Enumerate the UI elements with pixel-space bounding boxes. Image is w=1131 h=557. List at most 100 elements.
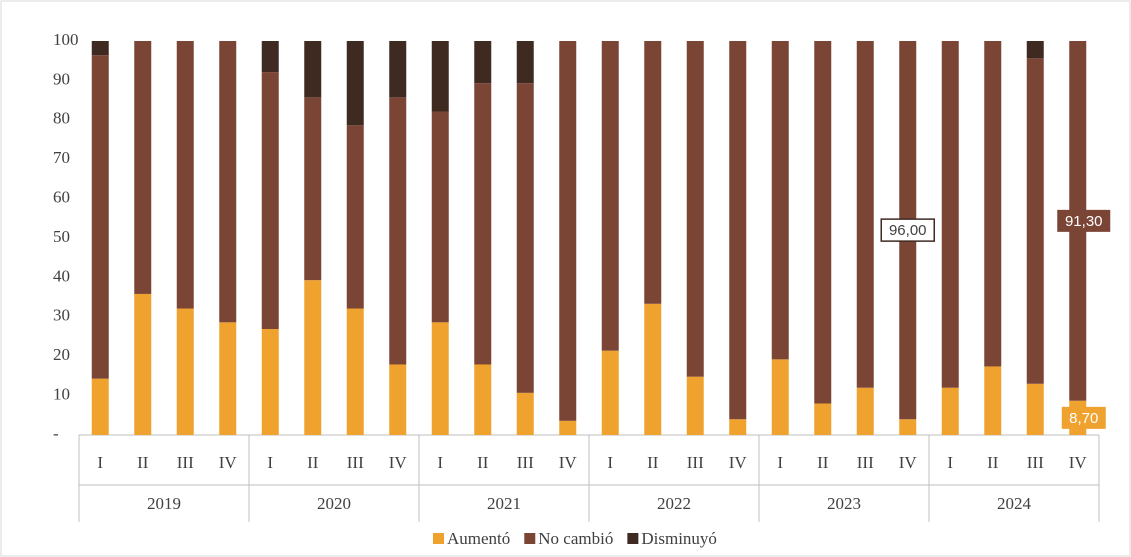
legend-label: No cambió [538, 529, 613, 548]
bar-segment [686, 376, 704, 435]
bar-segment [856, 41, 874, 388]
bar-segment [304, 97, 322, 281]
bar-segment [91, 55, 109, 379]
x-tick-label: II [817, 453, 829, 472]
legend-swatch [524, 533, 536, 544]
group-label: 2019 [147, 494, 181, 513]
bar-segment [261, 41, 279, 73]
bar-segment [601, 41, 619, 351]
x-tick-label: IV [729, 453, 748, 472]
bar-segment [559, 420, 577, 435]
x-tick-label: I [437, 453, 443, 472]
bar-segment [474, 41, 492, 84]
x-tick-label: II [647, 453, 659, 472]
bar-segment [644, 303, 662, 435]
legend-swatch [433, 533, 444, 544]
x-tick-label: I [777, 453, 783, 472]
x-tick-label: I [97, 453, 103, 472]
bar-segment [729, 41, 747, 420]
y-tick-label: 10 [53, 385, 70, 404]
bar-segment [814, 41, 832, 404]
bar-segment [389, 41, 407, 98]
bar-segment [559, 41, 577, 421]
bar-segment [261, 329, 279, 435]
data-label-box [1061, 406, 1106, 429]
x-tick-label: III [857, 453, 874, 472]
bar-segment [1026, 383, 1044, 435]
x-tick-label: II [987, 453, 999, 472]
x-tick-label: II [307, 453, 319, 472]
x-tick-label: IV [899, 453, 918, 472]
group-label: 2024 [997, 494, 1032, 513]
bar-segment [941, 387, 959, 435]
bar-segment [814, 403, 832, 435]
bar-segment [729, 419, 747, 435]
bar-segment [431, 111, 449, 323]
group-label: 2020 [317, 494, 351, 513]
group-label: 2022 [657, 494, 691, 513]
y-tick-label: 100 [53, 30, 79, 49]
bar-segment [176, 308, 194, 435]
bar-segment [516, 392, 534, 435]
y-tick-label: 80 [53, 109, 70, 128]
x-tick-label: IV [559, 453, 578, 472]
x-tick-label: I [267, 453, 273, 472]
y-tick-label: 70 [53, 148, 70, 167]
y-tick-label: 40 [53, 266, 70, 285]
bar-segment [134, 293, 152, 435]
legend-label: Aumentó [447, 529, 510, 548]
bar-segment [856, 387, 874, 435]
bar-segment [346, 41, 364, 126]
bar-segment [91, 41, 109, 56]
bar-segment [219, 41, 237, 323]
data-label-box [1057, 209, 1111, 232]
group-label: 2021 [487, 494, 521, 513]
bar-segment [771, 41, 789, 360]
bar-segment [261, 72, 279, 330]
bar-segment [431, 322, 449, 435]
data-label-box [880, 218, 935, 242]
bar-segment [474, 83, 492, 365]
x-tick-label: IV [389, 453, 408, 472]
bar-segment [516, 41, 534, 84]
bar-segment [941, 41, 959, 388]
x-tick-label: IV [219, 453, 238, 472]
bar-segment [601, 350, 619, 435]
bar-segment [346, 308, 364, 435]
bar-segment [1026, 41, 1044, 59]
y-tick-label: 20 [53, 345, 70, 364]
bar-segment [304, 41, 322, 98]
bar-segment [899, 419, 917, 435]
bar-segment [1026, 58, 1044, 384]
x-tick-label: III [177, 453, 194, 472]
bar-segment [686, 41, 704, 377]
bar-segment [176, 41, 194, 309]
y-tick-label: - [53, 424, 59, 443]
y-tick-label: 30 [53, 306, 70, 325]
legend-label: Disminuyó [641, 529, 717, 548]
bar-segment [389, 364, 407, 435]
group-label: 2023 [827, 494, 861, 513]
y-tick-label: 60 [53, 188, 70, 207]
bar-segment [984, 41, 1002, 367]
y-tick-label: 50 [53, 227, 70, 246]
bar-segment [304, 280, 322, 435]
bar-segment [474, 364, 492, 435]
x-tick-label: III [517, 453, 534, 472]
bar-segment [771, 359, 789, 435]
bar-segment [984, 366, 1002, 435]
bar-segment [516, 83, 534, 393]
x-tick-label: II [137, 453, 149, 472]
bar-segment [389, 97, 407, 365]
y-tick-label: 90 [53, 69, 70, 88]
x-tick-label: III [687, 453, 704, 472]
bar-segment [134, 41, 152, 294]
bar-segment [346, 125, 364, 309]
bar-segment [219, 322, 237, 435]
legend-swatch [627, 533, 639, 544]
x-tick-label: IV [1069, 453, 1088, 472]
x-tick-label: I [947, 453, 953, 472]
x-tick-label: III [1027, 453, 1044, 472]
x-tick-label: I [607, 453, 613, 472]
